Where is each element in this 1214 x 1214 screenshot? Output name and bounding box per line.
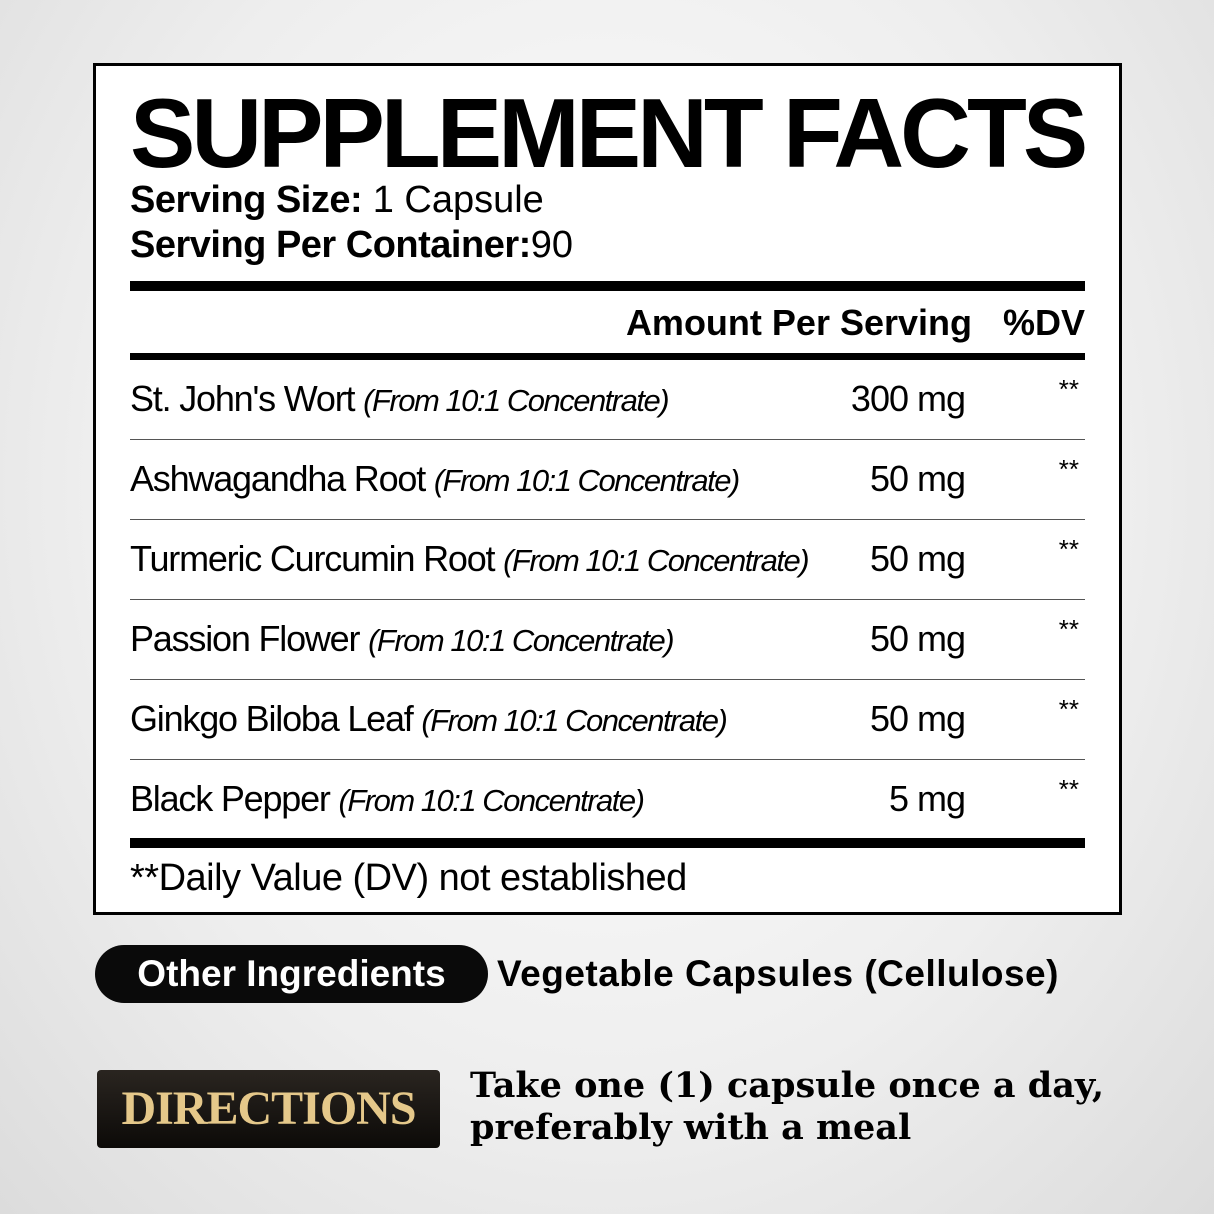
footnote: **Daily Value (DV) not established bbox=[130, 857, 687, 899]
ingredient-name: Ashwagandha Root bbox=[130, 458, 426, 499]
daily-value: ** bbox=[1058, 374, 1079, 404]
servings-label: Serving Per Container: bbox=[130, 224, 531, 266]
daily-value: ** bbox=[1058, 454, 1079, 484]
header-rule bbox=[130, 353, 1085, 360]
ingredient-note: (From 10:1 Concentrate) bbox=[368, 623, 674, 658]
amount: 5 mg bbox=[888, 778, 966, 819]
row-separator bbox=[130, 518, 1085, 520]
amount: 300 mg bbox=[850, 378, 966, 419]
ingredient-name: Turmeric Curcumin Root bbox=[130, 538, 496, 579]
ingredient-note: (From 10:1 Concentrate) bbox=[503, 543, 809, 578]
directions-label: DIRECTIONS bbox=[97, 1070, 440, 1148]
ingredient: Ashwagandha Root (From 10:1 Concentrate) bbox=[130, 458, 740, 500]
ingredient-name: Ginkgo Biloba Leaf bbox=[130, 698, 414, 739]
ingredient-name: Black Pepper bbox=[130, 778, 331, 819]
amount: 50 mg bbox=[869, 458, 966, 499]
daily-value: ** bbox=[1058, 614, 1079, 644]
row-separator bbox=[130, 438, 1085, 440]
row-separator bbox=[130, 678, 1085, 680]
ingredient-row: Black Pepper (From 10:1 Concentrate) 5 mg… bbox=[130, 760, 1085, 840]
ingredient-row: Ashwagandha Root (From 10:1 Concentrate)… bbox=[130, 440, 1085, 520]
ingredient: St. John's Wort (From 10:1 Concentrate) bbox=[130, 378, 670, 420]
other-ingredients-label: Other Ingredients bbox=[95, 945, 488, 1003]
ingredient: Turmeric Curcumin Root (From 10:1 Concen… bbox=[130, 538, 810, 580]
ingredient-row: Passion Flower (From 10:1 Concentrate) 50… bbox=[130, 600, 1085, 680]
ingredient-note: (From 10:1 Concentrate) bbox=[363, 383, 669, 418]
amount: 50 mg bbox=[869, 698, 966, 739]
ingredient-row: Turmeric Curcumin Root (From 10:1 Concen… bbox=[130, 520, 1085, 600]
ingredient-row: Ginkgo Biloba Leaf (From 10:1 Concentrat… bbox=[130, 680, 1085, 760]
thick-rule bbox=[130, 281, 1085, 291]
ingredient-note: (From 10:1 Concentrate) bbox=[338, 783, 645, 818]
row-separator bbox=[130, 598, 1085, 600]
directions-line: preferably with a meal bbox=[470, 1107, 912, 1148]
amount: 50 mg bbox=[869, 618, 966, 659]
row-separator bbox=[130, 758, 1085, 760]
ingredient: Black Pepper (From 10:1 Concentrate) bbox=[130, 778, 645, 820]
daily-value: ** bbox=[1058, 694, 1079, 724]
directions-line: Take one (1) capsule once a day, bbox=[470, 1065, 1105, 1106]
amount-header: Amount Per Serving bbox=[625, 302, 972, 343]
daily-value: ** bbox=[1058, 774, 1079, 804]
amount: 50 mg bbox=[869, 538, 966, 579]
ingredient-name: Passion Flower bbox=[130, 618, 360, 659]
thick-rule bbox=[130, 838, 1085, 848]
other-ingredients-value: Vegetable Capsules (Cellulose) bbox=[497, 953, 1059, 994]
serving-size-label: Serving Size: bbox=[130, 179, 363, 221]
servings-value: 90 bbox=[530, 224, 574, 266]
serving-size-value: 1 Capsule bbox=[372, 179, 544, 221]
ingredient: Passion Flower (From 10:1 Concentrate) bbox=[130, 618, 675, 660]
facts-panel bbox=[93, 63, 1122, 915]
ingredient: Ginkgo Biloba Leaf (From 10:1 Concentrat… bbox=[130, 698, 728, 740]
dv-header: %DV bbox=[1002, 302, 1085, 343]
daily-value: ** bbox=[1058, 534, 1079, 564]
serving-size: Serving Size: 1 Capsule bbox=[130, 178, 544, 222]
ingredient-note: (From 10:1 Concentrate) bbox=[421, 703, 727, 738]
title: SUPPLEMENT FACTS bbox=[130, 78, 1088, 188]
servings-per-container: Serving Per Container:90 bbox=[130, 223, 573, 267]
ingredient-note: (From 10:1 Concentrate) bbox=[433, 463, 740, 498]
ingredient-row: St. John's Wort (From 10:1 Concentrate) 3… bbox=[130, 360, 1085, 440]
ingredient-name: St. John's Wort bbox=[130, 378, 356, 419]
